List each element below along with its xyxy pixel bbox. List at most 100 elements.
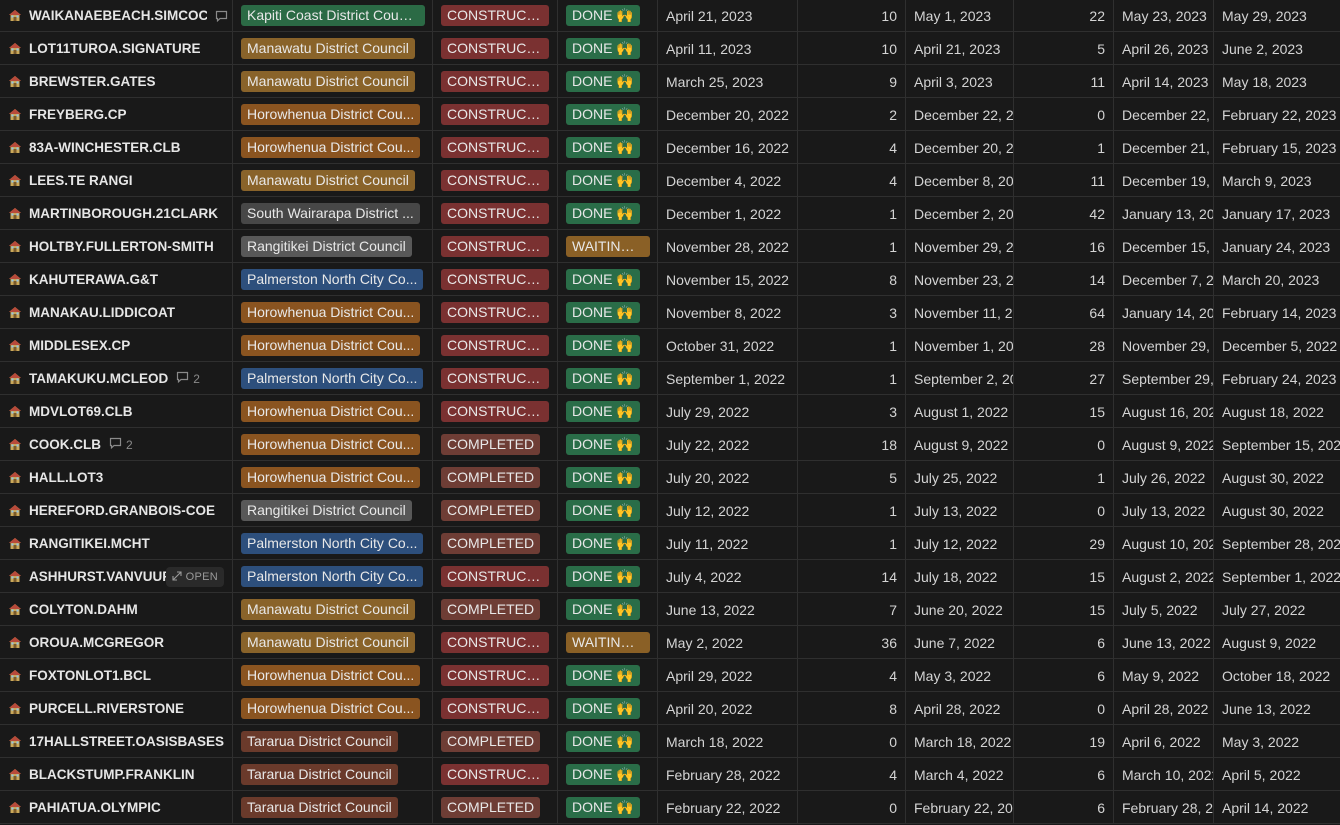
status-cell[interactable]: DONE 🙌 <box>558 692 658 725</box>
date-cell-2[interactable]: March 4, 2022 <box>906 758 1014 791</box>
date-cell-3[interactable]: August 2, 2022 <box>1114 560 1214 593</box>
page-name-cell[interactable]: ASHHURST.VANVUUREN OPEN <box>0 560 233 593</box>
days-cell-1[interactable]: 8 <box>798 692 906 725</box>
page-name[interactable]: MARTINBOROUGH.21CLARK <box>29 206 218 221</box>
stage-cell[interactable]: CONSTRUCTI... <box>433 197 558 230</box>
stage-cell[interactable]: CONSTRUCTI... <box>433 164 558 197</box>
page-name-cell[interactable]: MARTINBOROUGH.21CLARK <box>0 197 233 230</box>
status-cell[interactable]: DONE 🙌 <box>558 98 658 131</box>
page-name[interactable]: LEES.TE RANGI <box>29 173 133 188</box>
date-cell-3[interactable]: March 10, 2022 <box>1114 758 1214 791</box>
date-cell-3[interactable]: December 22, 2022 <box>1114 98 1214 131</box>
council-cell[interactable]: Manawatu District Council <box>233 164 433 197</box>
council-cell[interactable]: Kapiti Coast District Council <box>233 0 433 32</box>
days-cell-1[interactable]: 8 <box>798 263 906 296</box>
date-cell-4[interactable]: March 9, 2023 <box>1214 164 1340 197</box>
council-cell[interactable]: Horowhenua District Cou... <box>233 461 433 494</box>
date-cell-3[interactable]: April 14, 2023 <box>1114 65 1214 98</box>
date-cell-1[interactable]: October 31, 2022 <box>658 329 798 362</box>
days-cell-1[interactable]: 4 <box>798 131 906 164</box>
date-cell-1[interactable]: April 21, 2023 <box>658 0 798 32</box>
stage-cell[interactable]: CONSTRUCTI... <box>433 626 558 659</box>
page-name[interactable]: TAMAKUKU.MCLEOD <box>29 371 169 386</box>
council-cell[interactable]: Manawatu District Council <box>233 593 433 626</box>
status-cell[interactable]: DONE 🙌 <box>558 131 658 164</box>
days-cell-2[interactable]: 6 <box>1014 626 1114 659</box>
date-cell-1[interactable]: November 8, 2022 <box>658 296 798 329</box>
date-cell-3[interactable]: November 29, 2022 <box>1114 329 1214 362</box>
date-cell-1[interactable]: December 1, 2022 <box>658 197 798 230</box>
status-cell[interactable]: DONE 🙌 <box>558 428 658 461</box>
date-cell-4[interactable]: February 24, 2023 <box>1214 362 1340 395</box>
page-name-cell[interactable]: LEES.TE RANGI <box>0 164 233 197</box>
date-cell-1[interactable]: April 29, 2022 <box>658 659 798 692</box>
days-cell-1[interactable]: 4 <box>798 164 906 197</box>
days-cell-2[interactable]: 29 <box>1014 527 1114 560</box>
days-cell-2[interactable]: 0 <box>1014 494 1114 527</box>
days-cell-2[interactable]: 64 <box>1014 296 1114 329</box>
page-name-cell[interactable]: COOK.CLB 2 <box>0 428 233 461</box>
date-cell-3[interactable]: December 19, 2022 <box>1114 164 1214 197</box>
date-cell-4[interactable]: May 29, 2023 <box>1214 0 1340 32</box>
page-name[interactable]: HEREFORD.GRANBOIS-COE <box>29 503 216 518</box>
council-cell[interactable]: Manawatu District Council <box>233 65 433 98</box>
days-cell-1[interactable]: 18 <box>798 428 906 461</box>
council-cell[interactable]: Horowhenua District Cou... <box>233 131 433 164</box>
comment-icon[interactable] <box>215 10 232 22</box>
days-cell-1[interactable]: 3 <box>798 296 906 329</box>
date-cell-2[interactable]: December 8, 2022 <box>906 164 1014 197</box>
days-cell-2[interactable]: 14 <box>1014 263 1114 296</box>
days-cell-2[interactable]: 6 <box>1014 791 1114 824</box>
stage-cell[interactable]: CONSTRUCTI... <box>433 560 558 593</box>
days-cell-1[interactable]: 1 <box>798 329 906 362</box>
days-cell-1[interactable]: 1 <box>798 230 906 263</box>
page-name[interactable]: HOLTBY.FULLERTON-SMITH <box>29 239 214 254</box>
stage-cell[interactable]: CONSTRUCTI... <box>433 296 558 329</box>
days-cell-1[interactable]: 2 <box>798 98 906 131</box>
council-cell[interactable]: Horowhenua District Cou... <box>233 329 433 362</box>
date-cell-1[interactable]: July 22, 2022 <box>658 428 798 461</box>
date-cell-1[interactable]: December 4, 2022 <box>658 164 798 197</box>
days-cell-2[interactable]: 6 <box>1014 659 1114 692</box>
council-cell[interactable]: Horowhenua District Cou... <box>233 692 433 725</box>
date-cell-1[interactable]: September 1, 2022 <box>658 362 798 395</box>
date-cell-1[interactable]: July 20, 2022 <box>658 461 798 494</box>
page-name-cell[interactable]: MIDDLESEX.CP <box>0 329 233 362</box>
status-cell[interactable]: DONE 🙌 <box>558 164 658 197</box>
page-name[interactable]: 83A-WINCHESTER.CLB <box>29 140 181 155</box>
stage-cell[interactable]: CONSTRUCTI... <box>433 362 558 395</box>
page-name[interactable]: PAHIATUA.OLYMPIC <box>29 800 161 815</box>
date-cell-4[interactable]: January 24, 2023 <box>1214 230 1340 263</box>
date-cell-2[interactable]: March 18, 2022 <box>906 725 1014 758</box>
status-cell[interactable]: DONE 🙌 <box>558 494 658 527</box>
date-cell-1[interactable]: February 28, 2022 <box>658 758 798 791</box>
stage-cell[interactable]: CONSTRUCTI... <box>433 659 558 692</box>
date-cell-3[interactable]: June 13, 2022 <box>1114 626 1214 659</box>
stage-cell[interactable]: COMPLETED <box>433 725 558 758</box>
days-cell-2[interactable]: 0 <box>1014 98 1114 131</box>
page-name-cell[interactable]: OROUA.MCGREGOR <box>0 626 233 659</box>
date-cell-4[interactable]: February 22, 2023 <box>1214 98 1340 131</box>
date-cell-3[interactable]: August 9, 2022 <box>1114 428 1214 461</box>
date-cell-2[interactable]: November 29, 2022 <box>906 230 1014 263</box>
status-cell[interactable]: DONE 🙌 <box>558 791 658 824</box>
page-name-cell[interactable]: 17HALLSTREET.OASISBASES <box>0 725 233 758</box>
days-cell-1[interactable]: 4 <box>798 758 906 791</box>
council-cell[interactable]: Horowhenua District Cou... <box>233 428 433 461</box>
page-name-cell[interactable]: KAHUTERAWA.G&T <box>0 263 233 296</box>
date-cell-4[interactable]: April 5, 2022 <box>1214 758 1340 791</box>
date-cell-2[interactable]: April 3, 2023 <box>906 65 1014 98</box>
date-cell-3[interactable]: May 23, 2023 <box>1114 0 1214 32</box>
date-cell-4[interactable]: July 27, 2022 <box>1214 593 1340 626</box>
council-cell[interactable]: Palmerston North City Co... <box>233 263 433 296</box>
date-cell-1[interactable]: July 11, 2022 <box>658 527 798 560</box>
days-cell-1[interactable]: 5 <box>798 461 906 494</box>
page-name[interactable]: FREYBERG.CP <box>29 107 127 122</box>
page-name-cell[interactable]: 83A-WINCHESTER.CLB <box>0 131 233 164</box>
stage-cell[interactable]: COMPLETED <box>433 527 558 560</box>
council-cell[interactable]: Horowhenua District Cou... <box>233 296 433 329</box>
date-cell-1[interactable]: November 28, 2022 <box>658 230 798 263</box>
days-cell-2[interactable]: 11 <box>1014 65 1114 98</box>
date-cell-1[interactable]: December 20, 2022 <box>658 98 798 131</box>
page-name-cell[interactable]: HALL.LOT3 <box>0 461 233 494</box>
